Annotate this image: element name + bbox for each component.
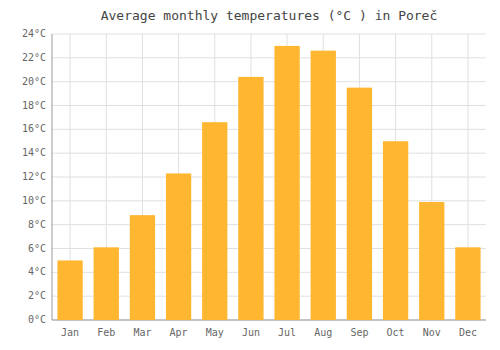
bar	[166, 173, 191, 320]
y-grid-line	[52, 200, 486, 201]
title: Average monthly temperatures (°C ) in Po…	[101, 8, 438, 23]
y-tick-label: 2°C	[28, 290, 46, 301]
x-tick-label: Jul	[278, 327, 296, 338]
y-tick-label: 4°C	[28, 266, 46, 277]
y-grid-line	[52, 34, 486, 35]
y-tick-label: 20°C	[22, 76, 46, 87]
bar	[130, 215, 155, 320]
x-tick-label: Mar	[133, 327, 151, 338]
x-tick-label: Dec	[459, 327, 477, 338]
bars	[57, 46, 480, 320]
y-axis-line	[52, 34, 53, 320]
x-tick-label: May	[206, 327, 224, 338]
x-tick-label: Oct	[387, 327, 405, 338]
bar	[94, 247, 119, 320]
y-tick-label: 6°C	[28, 243, 46, 254]
y-grid-line	[52, 81, 486, 82]
y-tick-label: 10°C	[22, 195, 46, 206]
bar	[202, 122, 227, 320]
y-tick-label: 0°C	[28, 314, 46, 325]
y-tick-label: 22°C	[22, 52, 46, 63]
x-tick-label: Nov	[423, 327, 441, 338]
bar	[311, 51, 336, 320]
y-tick-label: 16°C	[22, 123, 46, 134]
y-tick-label: 24°C	[22, 28, 46, 39]
chart: 0°C 2°C 4°C 6°C 8°C 10°C 12°C 14°C 16°C 18°C 20°C 2…	[0, 0, 500, 350]
y-tick-label: 18°C	[22, 100, 46, 111]
y-tick-label: 14°C	[22, 147, 46, 158]
y-tick-label: 8°C	[28, 219, 46, 230]
y-tick-label: 12°C	[22, 171, 46, 182]
bar	[347, 88, 372, 320]
bar	[419, 202, 444, 320]
x-tick-label: Jan	[61, 327, 79, 338]
axes: 0°C 2°C 4°C 6°C 8°C 10°C 12°C 14°C 16°C 18°C 20°C 2…	[22, 28, 486, 338]
grid	[52, 34, 486, 320]
x-tick-label: Feb	[97, 327, 115, 338]
y-grid-line	[52, 129, 486, 130]
x-tick-label: Jun	[242, 327, 260, 338]
bar	[383, 141, 408, 320]
bar	[57, 260, 82, 320]
bar	[238, 77, 263, 320]
x-tick-label: Sep	[350, 327, 368, 338]
bar	[455, 247, 480, 320]
bar	[274, 46, 299, 320]
y-grid-line	[52, 177, 486, 178]
x-tick-label: Apr	[170, 327, 188, 338]
y-grid-line	[52, 57, 486, 58]
x-tick-label: Aug	[314, 327, 332, 338]
y-grid-line	[52, 153, 486, 154]
y-grid-line	[52, 105, 486, 106]
